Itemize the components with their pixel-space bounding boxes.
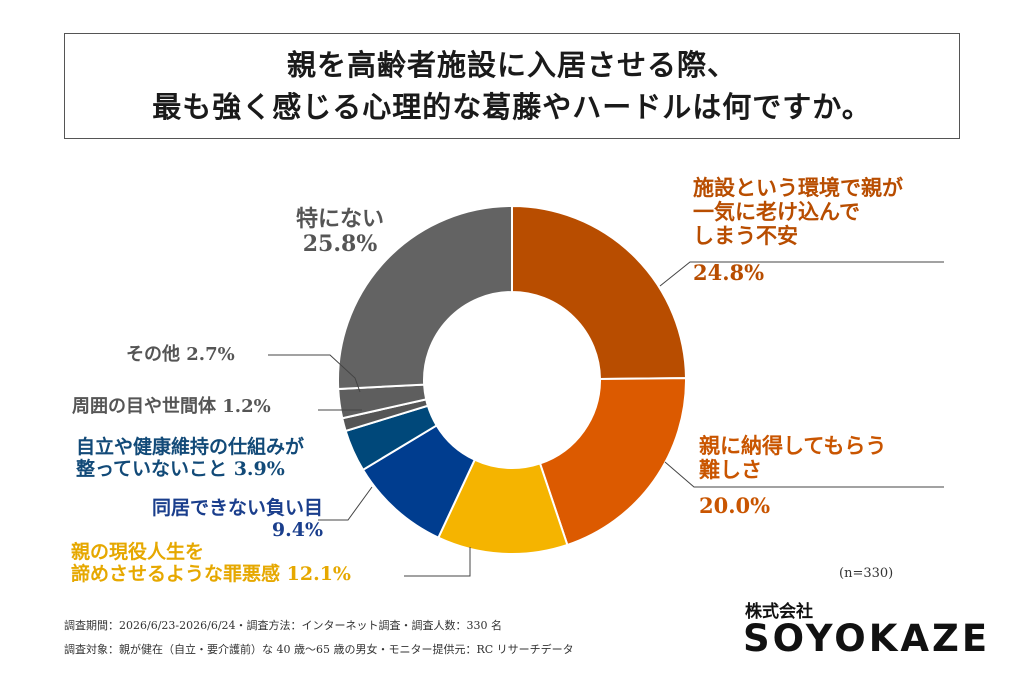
survey-period-note: 調査期間：2026/6/23-2026/6/24・調査方法：インターネット調査・… xyxy=(64,619,503,632)
label-text-line: 自立や健康維持の仕組みが xyxy=(76,436,305,458)
label-other: その他 2.7% xyxy=(126,344,235,366)
label-value: 20.0% xyxy=(699,493,771,519)
label-text-line: 親の現役人生を xyxy=(71,541,205,563)
slice-persuading-parent xyxy=(538,377,687,547)
label-text-line: 周囲の目や世間体 xyxy=(72,396,216,417)
label-text-line: その他 xyxy=(126,344,180,365)
leader-persuading-parent xyxy=(664,461,944,488)
leader-guilt xyxy=(404,547,471,577)
label-value: 3.9% xyxy=(233,457,285,480)
label-cohabitation: 同居できない負い目 9.4% xyxy=(97,497,323,542)
sample-size-note: (n=330) xyxy=(839,566,894,581)
label-independence-system: 自立や健康維持の仕組みが 整っていないこと 3.9% xyxy=(76,436,305,481)
label-value: 25.8% xyxy=(302,231,378,258)
label-text-line: 特にない xyxy=(296,206,385,232)
label-text-line: 諦めさせるような罪悪感 xyxy=(71,562,281,585)
label-text-line: しまう不安 xyxy=(693,223,798,249)
label-value: 12.1% xyxy=(286,562,351,585)
slice-anxiety-aging xyxy=(511,204,688,381)
label-anxiety-aging: 施設という環境で親が 一気に老け込んで しまう不安 24.8% xyxy=(693,175,903,286)
label-guilt: 親の現役人生を 諦めさせるような罪悪感 12.1% xyxy=(71,541,351,586)
label-value: 1.2% xyxy=(222,396,271,417)
label-text-line: 整っていないこと xyxy=(76,457,228,480)
label-text-line: 一気に老け込んで xyxy=(693,199,860,225)
company-prefix: 株式会社 xyxy=(745,602,813,622)
slice-nothing xyxy=(337,204,513,391)
label-value: 9.4% xyxy=(271,518,323,541)
chart-title-line-2: 最も強く感じる心理的な葛藤やハードルは何ですか。 xyxy=(152,90,872,124)
label-persuading-parent: 親に納得してもらう 難しさ 20.0% xyxy=(699,433,887,519)
brand-logo: SOYOKAZE xyxy=(743,617,991,660)
label-nothing: 特にない 25.8% xyxy=(296,206,385,258)
leader-cohabitation xyxy=(318,486,373,521)
label-value: 24.8% xyxy=(693,260,765,286)
donut-slices xyxy=(337,204,688,555)
chart-title-box: 親を高齢者施設に入居させる際、 最も強く感じる心理的な葛藤やハードルは何ですか。 xyxy=(64,33,960,139)
chart-title-line-1: 親を高齢者施設に入居させる際、 xyxy=(286,48,737,82)
label-text-line: 施設という環境で親が xyxy=(693,175,903,200)
leader-lines xyxy=(268,261,944,577)
label-text-line: 同居できない負い目 xyxy=(151,497,323,519)
survey-target-note: 調査対象：親が健在（自立・要介護前）な 40 歳〜65 歳の男女・モニター提供元… xyxy=(64,643,574,656)
label-value: 2.7% xyxy=(186,344,235,365)
leader-anxiety-aging xyxy=(659,261,944,287)
leader-other xyxy=(268,354,361,393)
label-social-appearance: 周囲の目や世間体 1.2% xyxy=(72,396,271,418)
label-text-line: 難しさ xyxy=(699,457,762,483)
label-text-line: 親に納得してもらう xyxy=(699,433,887,458)
